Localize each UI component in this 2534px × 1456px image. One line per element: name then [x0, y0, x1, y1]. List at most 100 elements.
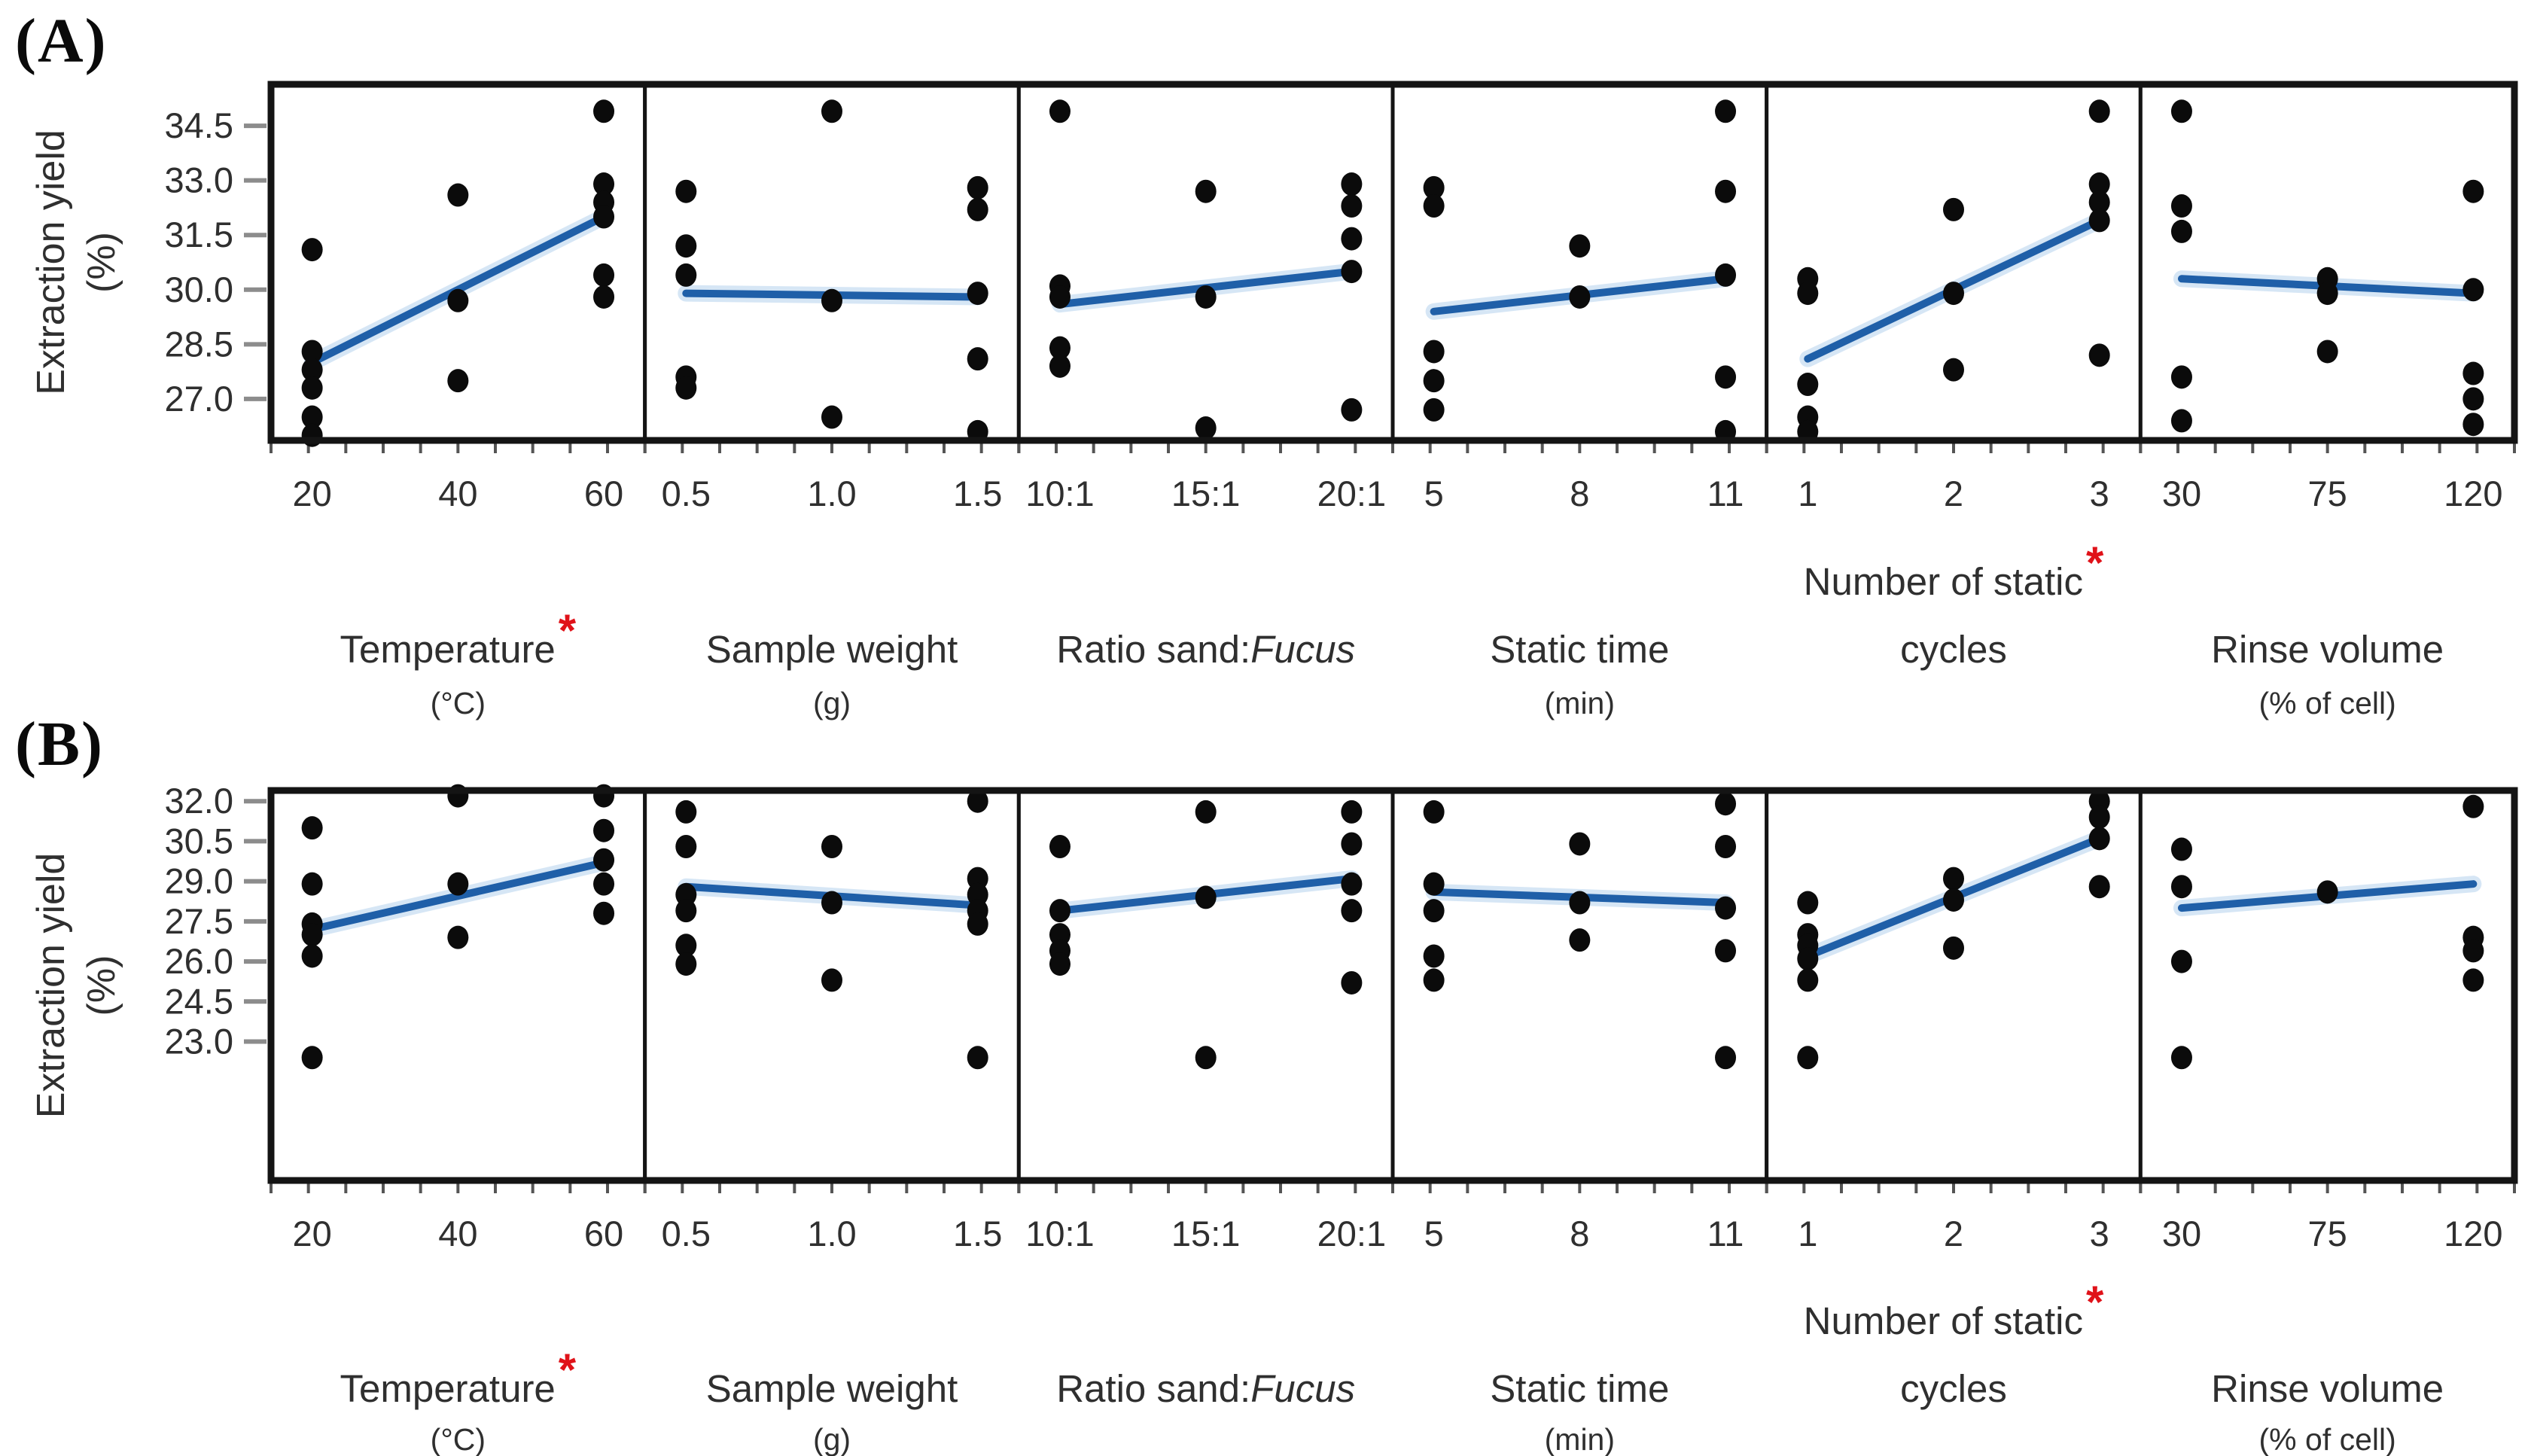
panel-border	[643, 82, 1021, 443]
data-point	[1569, 928, 1591, 952]
data-point	[2088, 343, 2110, 367]
x-tick-label: 60	[584, 474, 623, 513]
y-tick-label: 30.0	[165, 270, 233, 309]
x-tick-label: 5	[1424, 1214, 1444, 1253]
factor-label: Ratio sand:Fucus	[1056, 1367, 1355, 1410]
panel-B-sample-weight: 0.5 1.0 1.5 Sample weight (g)	[643, 788, 1021, 1456]
data-point	[821, 968, 842, 992]
x-tick-label: 1	[1798, 474, 1817, 513]
data-point	[1049, 923, 1071, 947]
data-point	[447, 183, 469, 207]
data-point	[1797, 282, 1819, 306]
data-point	[1195, 885, 1217, 909]
data-point	[2088, 827, 2110, 851]
panel-border	[269, 788, 647, 1183]
data-point	[2088, 209, 2110, 233]
factor-label-part: Sample weight	[706, 628, 958, 671]
factor-unit-label: (% of cell)	[2259, 1422, 2396, 1456]
factor-label-italic-part: Fucus	[1250, 1367, 1355, 1410]
data-point	[593, 99, 615, 123]
data-point	[1049, 899, 1071, 923]
x-tick-label: 40	[438, 1214, 477, 1253]
factor-label: Rinse volume	[2211, 628, 2444, 671]
data-point	[675, 952, 697, 976]
x-tick-label: 20:1	[1317, 474, 1386, 513]
data-point	[447, 369, 469, 393]
data-point	[1341, 172, 1363, 196]
panel-A-sample-weight: 0.5 1.0 1.5 Sample weight (g)	[643, 82, 1021, 720]
y-tick-label: 33.0	[165, 160, 233, 200]
data-point	[1423, 340, 1445, 364]
data-point	[301, 944, 323, 968]
factor-label-part: cycles	[1900, 628, 2007, 671]
data-point	[2462, 939, 2484, 963]
plot-outer-frame	[267, 787, 2518, 1184]
data-point	[821, 99, 842, 123]
data-point	[2462, 278, 2484, 302]
data-point	[1341, 260, 1363, 284]
row-label-A: (A)	[15, 6, 108, 76]
panel-border	[1765, 82, 2143, 443]
data-point	[1423, 944, 1445, 968]
data-point	[2170, 194, 2192, 218]
panel-B-static-time: 5 8 11 Static time (min)	[1390, 788, 1769, 1456]
x-tick-label: 1.5	[953, 1214, 1002, 1253]
factor-unit-label: (min)	[1545, 686, 1615, 720]
data-point	[675, 899, 697, 923]
plot-outer-frame	[267, 81, 2518, 444]
data-point	[1569, 234, 1591, 258]
factor-label-part: cycles	[1900, 1367, 2007, 1410]
data-point	[1423, 968, 1445, 992]
panel-B-temperature: 20 40 60 Temperature* (°C)	[269, 784, 647, 1456]
data-point	[1423, 175, 1445, 200]
data-point	[967, 867, 988, 891]
x-tick-label: 3	[2090, 1214, 2109, 1253]
x-tick-label: 10:1	[1025, 1214, 1094, 1253]
y-axis-title-line: Extraction yield	[29, 129, 73, 395]
factor-label: Static time	[1490, 1367, 1669, 1410]
data-point	[821, 891, 842, 915]
data-point	[2088, 875, 2110, 899]
x-tick-label: 20:1	[1317, 1214, 1386, 1253]
data-point	[967, 175, 988, 200]
factor-label-part: Ratio sand:	[1056, 628, 1250, 671]
data-point	[675, 882, 697, 906]
data-point	[675, 179, 697, 203]
data-point	[675, 934, 697, 958]
data-point	[1943, 867, 1964, 891]
data-point	[1195, 1046, 1217, 1070]
data-point	[1569, 285, 1591, 309]
x-tick-label: 75	[2308, 474, 2347, 513]
data-point	[301, 923, 323, 947]
data-point	[2462, 179, 2484, 203]
data-point	[1341, 194, 1363, 218]
data-point	[1715, 1046, 1737, 1070]
y-tick-label: 32.0	[165, 781, 233, 821]
data-point	[675, 835, 697, 859]
data-point	[1341, 872, 1363, 896]
data-point	[1049, 354, 1071, 378]
data-point	[1715, 263, 1737, 287]
data-point	[967, 882, 988, 906]
data-point	[1797, 968, 1819, 992]
data-point	[675, 234, 697, 258]
y-tick-label: 27.0	[165, 379, 233, 419]
row-label-B: (B)	[15, 709, 104, 779]
x-tick-label: 8	[1570, 1214, 1589, 1253]
panel-A-temperature: 20 40 60 Temperature* (°C)	[269, 82, 647, 720]
data-point	[301, 238, 323, 262]
x-tick-label: 3	[2090, 474, 2109, 513]
data-point	[1943, 197, 1964, 221]
x-tick-label: 8	[1570, 474, 1589, 513]
data-point	[447, 288, 469, 312]
x-tick-label: 20	[292, 1214, 331, 1253]
factor-label: cycles	[1900, 1367, 2007, 1410]
panel-B-ratio-sand-fucus: 10:1 15:1 20:1 Ratio sand:Fucus	[1016, 788, 1395, 1410]
factor-label: Ratio sand:Fucus	[1056, 628, 1355, 671]
data-point	[2462, 794, 2484, 818]
factor-label: Temperature*	[340, 1345, 576, 1410]
data-point	[1943, 282, 1964, 306]
data-point	[1049, 99, 1071, 123]
data-point	[1195, 179, 1217, 203]
panel-border	[2138, 82, 2517, 443]
